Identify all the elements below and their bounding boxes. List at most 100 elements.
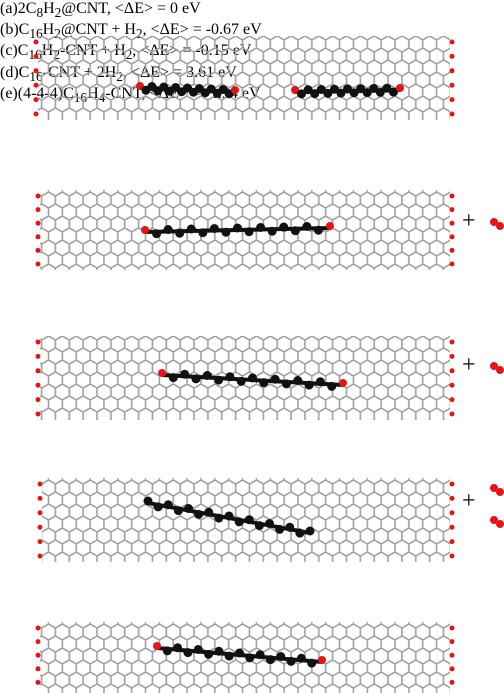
h2-atom <box>496 222 504 230</box>
c-atom <box>180 370 189 379</box>
end-atom <box>450 510 455 515</box>
c-atom <box>291 226 300 235</box>
c-atom <box>287 657 296 666</box>
end-atom <box>34 97 39 102</box>
c-atom <box>255 521 264 530</box>
c-atom <box>204 508 213 517</box>
figure: (a)2C8H2@CNT, <ΔE> = 0 eV(b)C16H2@CNT + … <box>0 0 504 693</box>
c-atom <box>256 223 265 232</box>
h2-atom <box>496 488 504 496</box>
c-atom <box>183 648 192 657</box>
end-atom <box>34 83 39 88</box>
c-atom <box>204 650 213 659</box>
c-atom <box>184 504 193 513</box>
c-atom <box>174 506 183 515</box>
end-atom <box>36 194 41 199</box>
h2-atom <box>496 366 504 374</box>
c-atom <box>203 371 212 380</box>
c-atom <box>152 229 161 238</box>
c-atom <box>279 223 288 232</box>
end-atom <box>36 666 41 671</box>
c-atom <box>169 373 178 382</box>
end-atom <box>34 54 39 59</box>
end-atom <box>36 354 41 359</box>
c-atom <box>214 376 223 385</box>
c-atom <box>266 655 275 664</box>
nanotube <box>40 622 450 693</box>
c-atom <box>154 502 163 511</box>
h-atom <box>153 642 161 650</box>
c-atom <box>144 497 153 506</box>
end-atom <box>36 234 41 239</box>
plus-sign: + <box>462 208 476 235</box>
end-atom <box>36 383 41 388</box>
c-atom <box>233 224 242 233</box>
end-atom <box>36 340 41 345</box>
end-atom <box>450 554 455 559</box>
c-atom <box>295 529 304 538</box>
c-atom <box>198 228 207 237</box>
end-atom <box>450 340 455 345</box>
end-atom <box>34 112 39 117</box>
end-atom <box>34 40 39 45</box>
h-atom <box>326 222 334 230</box>
c-atom <box>276 652 285 661</box>
end-atom <box>36 626 41 631</box>
end-atom <box>450 368 455 373</box>
c-atom <box>163 646 172 655</box>
h-atom <box>141 226 149 234</box>
c-atom <box>210 224 219 233</box>
end-atom <box>450 54 455 59</box>
c-atom <box>271 375 280 384</box>
c-atom <box>307 659 316 668</box>
c-atom <box>297 654 306 663</box>
nanotube <box>38 36 450 120</box>
end-atom <box>450 68 455 73</box>
h-atom <box>339 379 347 387</box>
end-atom <box>450 248 455 253</box>
h-atom <box>158 369 166 377</box>
c-atom <box>175 229 184 238</box>
end-atom <box>450 639 455 644</box>
end-atom <box>450 194 455 199</box>
c-atom <box>314 226 323 235</box>
end-atom <box>450 112 455 117</box>
end-atom <box>36 248 41 253</box>
c-atom <box>221 228 230 237</box>
end-atom <box>450 207 455 212</box>
end-atom <box>450 525 455 530</box>
end-atom <box>450 397 455 402</box>
end-atom <box>450 666 455 671</box>
end-atom <box>450 680 455 685</box>
c-atom <box>194 510 203 519</box>
c-atom <box>302 222 311 231</box>
c-atom <box>235 517 244 526</box>
end-atom <box>450 412 455 417</box>
c-atom <box>316 377 325 386</box>
c-atom <box>265 519 274 528</box>
c-atom <box>285 523 294 532</box>
end-atom <box>450 83 455 88</box>
c-atom <box>191 374 200 383</box>
c-atom <box>245 653 254 662</box>
end-atom <box>36 368 41 373</box>
h-atom <box>318 656 326 664</box>
c-atom <box>293 376 302 385</box>
end-atom <box>36 412 41 417</box>
h-atom <box>396 84 404 92</box>
end-atom <box>450 354 455 359</box>
end-atom <box>450 383 455 388</box>
h2-atom <box>496 520 504 528</box>
c-atom <box>275 525 284 534</box>
end-atom <box>38 554 43 559</box>
c-atom <box>164 225 173 234</box>
c-atom <box>194 645 203 654</box>
end-atom <box>36 262 41 267</box>
end-atom <box>450 482 455 487</box>
end-atom <box>450 234 455 239</box>
end-atom <box>36 639 41 644</box>
c-atom <box>214 514 223 523</box>
end-atom <box>38 496 43 501</box>
c-atom <box>306 527 315 536</box>
c-atom <box>237 377 246 386</box>
